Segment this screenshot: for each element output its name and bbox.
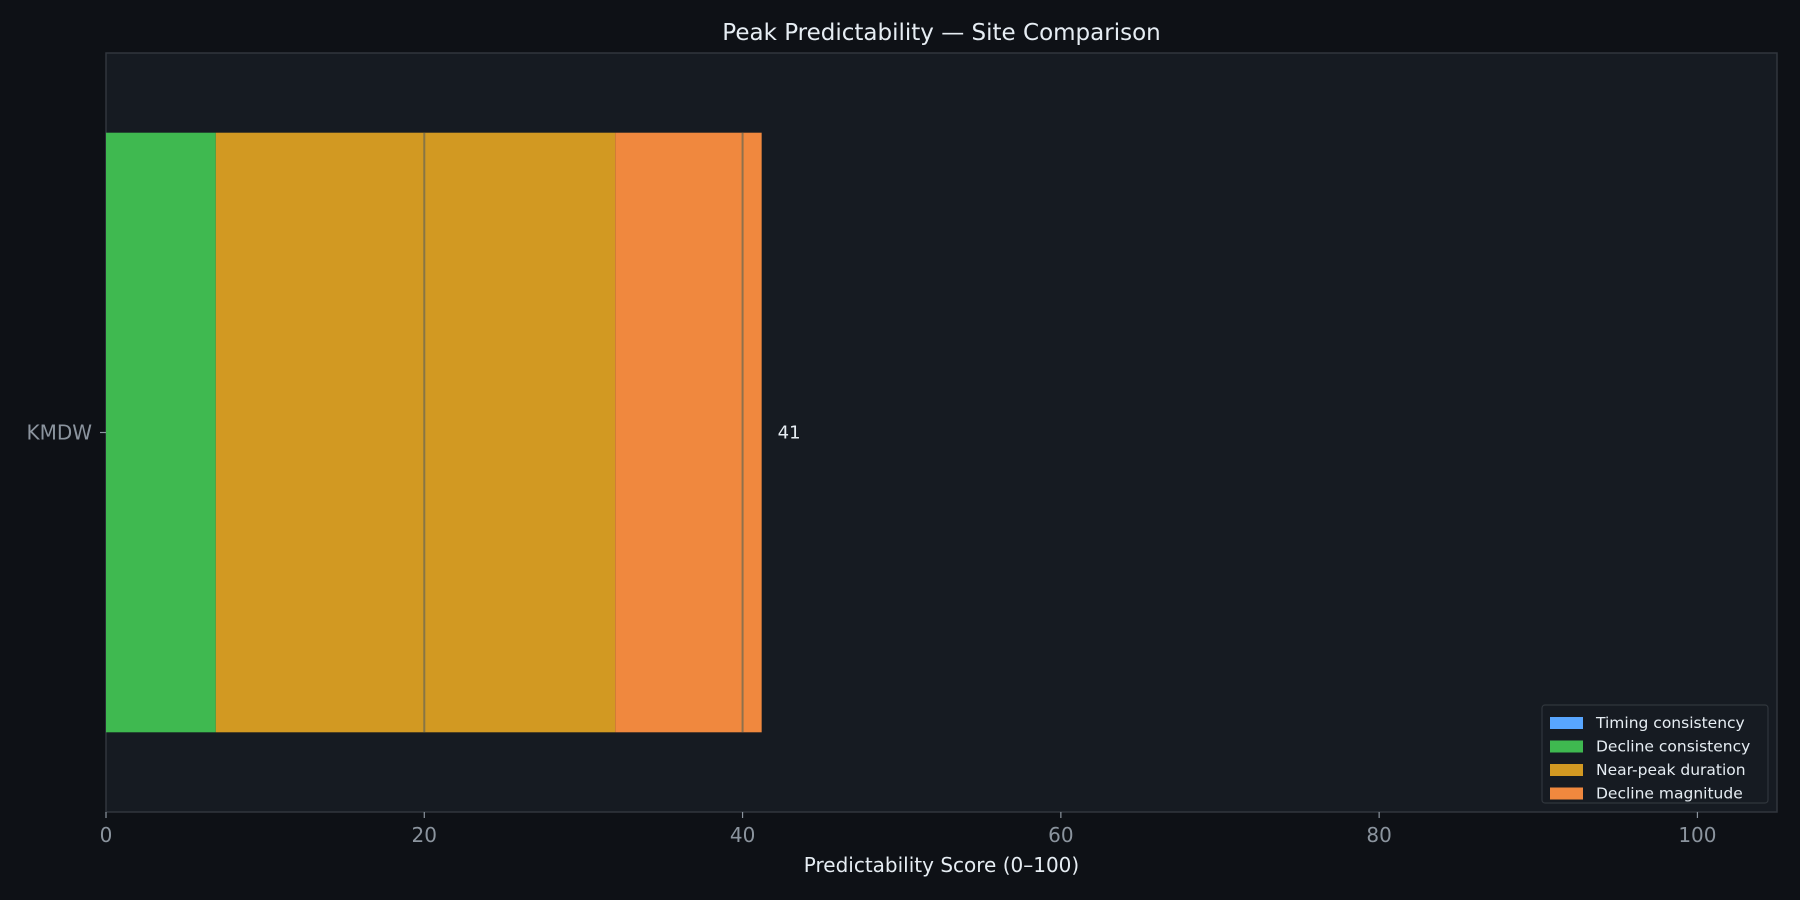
y-axis: KMDW: [26, 421, 106, 445]
legend-swatch: [1550, 740, 1583, 753]
legend-label: Near-peak duration: [1596, 761, 1746, 779]
bars-group: 41: [106, 132, 801, 733]
legend-box: [1541, 704, 1769, 804]
legend-label: Timing consistency: [1595, 714, 1745, 732]
chart-title: Peak Predictability — Site Comparison: [722, 20, 1160, 46]
legend-swatch: [1550, 717, 1583, 729]
x-tick-label: 20: [412, 823, 437, 847]
x-axis-label: Predictability Score (0–100): [804, 853, 1079, 877]
bar-segment-near-peak-duration: [215, 132, 616, 733]
legend-label: Decline consistency: [1596, 738, 1750, 756]
x-tick-label: 60: [1048, 823, 1073, 847]
x-tick-label: 100: [1678, 823, 1716, 847]
x-tick-label: 0: [100, 823, 113, 847]
bar-segment-decline-consistency: [106, 132, 216, 733]
legend-label: Decline magnitude: [1596, 785, 1743, 803]
reference-lines-group: [423, 132, 744, 733]
y-tick-label: KMDW: [26, 421, 92, 445]
legend: Timing consistency Decline consistency Nea…: [1541, 704, 1769, 804]
legend-swatch: [1550, 787, 1583, 800]
legend-swatch: [1550, 764, 1583, 776]
x-tick-label: 40: [730, 823, 755, 847]
bar-segment-decline-magnitude: [615, 132, 762, 733]
x-axis: 0 20 40 60 80 100: [100, 812, 1717, 847]
x-tick-label: 80: [1366, 823, 1391, 847]
bar-total-label: 41: [778, 423, 801, 444]
